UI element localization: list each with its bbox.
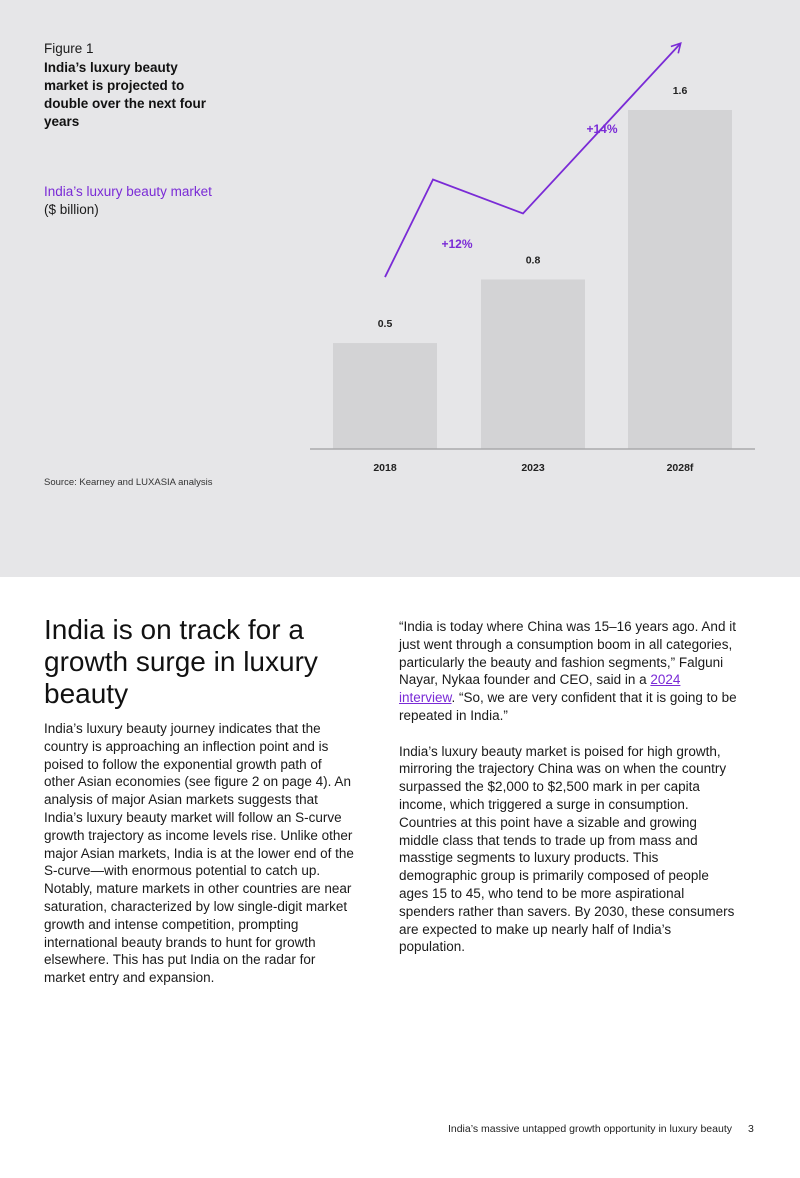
bar-2023 xyxy=(481,279,585,449)
figure-panel: Figure 1 India’s luxury beauty market is… xyxy=(0,0,800,577)
figure-metric-label: India’s luxury beauty market xyxy=(44,184,212,199)
quote-paragraph: “India is today where China was 15–16 ye… xyxy=(399,618,739,725)
quote-text-end: . “So, we are very confident that it is … xyxy=(399,690,737,723)
interview-link[interactable]: 2024 interview xyxy=(399,672,681,706)
value-label-2028f: 1.6 xyxy=(673,85,688,97)
figure-unit-label: ($ billion) xyxy=(44,202,99,217)
value-label-2023: 0.8 xyxy=(526,255,541,267)
quote-text-start: “India is today where China was 15–16 ye… xyxy=(399,619,736,688)
left-column: India’s luxury beauty journey indicates … xyxy=(44,720,354,987)
bar-2018 xyxy=(333,343,437,449)
value-label-2018: 0.5 xyxy=(378,318,393,330)
figure-source: Source: Kearney and LUXASIA analysis xyxy=(44,477,213,488)
tick-label-2023: 2023 xyxy=(521,462,545,474)
figure-number: Figure 1 xyxy=(44,41,94,56)
tick-label-2018: 2018 xyxy=(373,462,397,474)
right-paragraph: India’s luxury beauty market is poised f… xyxy=(399,743,735,955)
right-column: “India is today where China was 15–16 ye… xyxy=(399,618,739,956)
bar-2028f xyxy=(628,110,732,449)
left-paragraph: India’s luxury beauty journey indicates … xyxy=(44,721,354,986)
article-heading: India is on track for a growth surge in … xyxy=(44,614,318,709)
growth-label-2023-2028f: +14% xyxy=(586,122,617,136)
tick-label-2028f: 2028f xyxy=(667,462,694,474)
figure-title: India’s luxury beauty market is projecte… xyxy=(44,60,207,129)
bar-chart: 0.5 2018 0.8 2023 1.6 2028f +12% +14% xyxy=(310,42,755,474)
growth-label-2018-2023: +12% xyxy=(441,237,472,251)
page-number: 3 xyxy=(748,1123,754,1135)
growth-trend-arrow xyxy=(384,42,682,278)
footer-report-title: India’s massive untapped growth opportun… xyxy=(447,1123,732,1135)
